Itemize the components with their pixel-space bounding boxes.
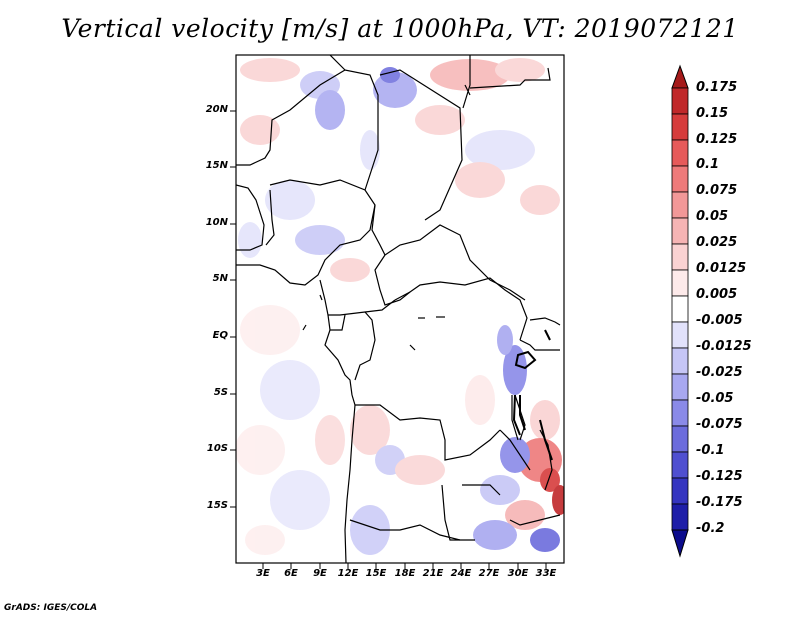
lat-label-5s: 5S (213, 387, 228, 398)
colorbar-arrow-top (671, 64, 689, 89)
lon-label-27e: 27E (478, 568, 500, 579)
lakes (512, 329, 553, 461)
colorbar-segment (671, 243, 689, 271)
velocity-field (236, 55, 564, 563)
colorbar-segment (671, 217, 689, 245)
plot-frame (235, 54, 565, 564)
colorbar-label: -0.05 (696, 391, 734, 406)
colorbar-segment (671, 347, 689, 375)
lat-label-5n: 5N (212, 273, 228, 284)
lon-label-15e: 15E (365, 568, 387, 579)
colorbar-arrow-bottom (671, 529, 689, 558)
colorbar-segment (671, 295, 689, 323)
colorbar-segment (671, 191, 689, 219)
lat-label-10n: 10N (205, 217, 228, 228)
colorbar-label: 0.0125 (696, 261, 747, 276)
colorbar-segment (671, 503, 689, 531)
colorbar-segment (671, 477, 689, 505)
lon-label-3e: 3E (256, 568, 270, 579)
lon-label-12e: 12E (337, 568, 359, 579)
lon-label-18e: 18E (394, 568, 416, 579)
lon-label-21e: 21E (422, 568, 444, 579)
colorbar-label: 0.075 (696, 183, 738, 198)
colorbar-label: -0.125 (696, 469, 743, 484)
axis-ticks (230, 110, 547, 569)
colorbar-label: 0.025 (696, 235, 738, 250)
colorbar-segment (671, 321, 689, 349)
colorbar-label: -0.075 (696, 417, 743, 432)
lat-label-15s: 15S (206, 500, 228, 511)
lon-label-24e: 24E (450, 568, 472, 579)
colorbar-segment (671, 113, 689, 141)
colorbar-label: -0.0125 (696, 339, 752, 354)
lon-label-6e: 6E (284, 568, 298, 579)
lat-label-20n: 20N (205, 104, 228, 115)
grads-credit: GrADS: IGES/COLA (4, 603, 98, 613)
lat-label-15n: 15N (205, 160, 228, 171)
colorbar-label: -0.005 (696, 313, 743, 328)
lon-label-30e: 30E (507, 568, 529, 579)
colorbar-segment (671, 373, 689, 401)
colorbar-segment (671, 451, 689, 479)
colorbar-label: 0.125 (696, 132, 738, 147)
country-borders (236, 55, 561, 563)
colorbar-label: -0.175 (696, 495, 743, 510)
colorbar-label: -0.2 (696, 521, 725, 536)
colorbar-segment (671, 425, 689, 453)
colorbar-label: 0.175 (696, 80, 738, 95)
colorbar (671, 64, 689, 558)
colorbar-label: 0.1 (696, 157, 720, 172)
map-title: Vertical velocity [m/s] at 1000hPa, VT: … (61, 14, 739, 43)
colorbar-label: 0.005 (696, 287, 738, 302)
colorbar-segment (671, 399, 689, 427)
colorbar-segment (671, 165, 689, 193)
colorbar-segment (671, 87, 689, 115)
colorbar-segment (671, 269, 689, 297)
colorbar-segment (671, 139, 689, 167)
lat-label-10s: 10S (206, 443, 228, 454)
colorbar-label: -0.025 (696, 365, 743, 380)
colorbar-label: -0.1 (696, 443, 725, 458)
colorbar-label: 0.05 (696, 209, 729, 224)
lon-label-9e: 9E (313, 568, 327, 579)
lat-label-eq: EQ (212, 330, 228, 341)
lon-label-33e: 33E (535, 568, 557, 579)
colorbar-label: 0.15 (696, 106, 729, 121)
